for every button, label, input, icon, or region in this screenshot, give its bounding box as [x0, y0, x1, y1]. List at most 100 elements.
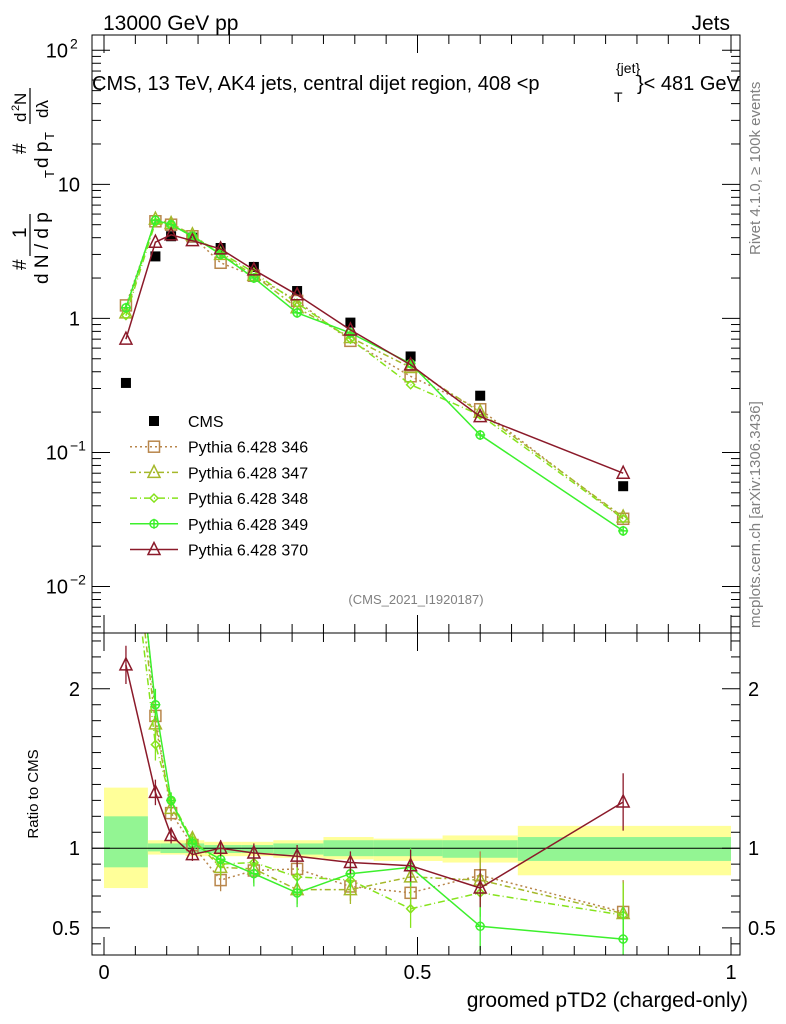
ratio-point-p349-0 — [121, 429, 131, 439]
ratio-point-p346-0 — [120, 396, 131, 407]
top-ytick-label-1: 10 — [58, 174, 80, 196]
legend-item-p348: Pythia 6.428 348 — [130, 491, 308, 508]
point-p370-3-shape — [185, 231, 200, 247]
ratio-point-p349-2 — [166, 795, 177, 806]
legend-marker-p347-shape — [146, 463, 162, 479]
point-p370-9 — [472, 407, 488, 423]
point-p370-4-shape — [213, 240, 228, 255]
point-p348-7 — [345, 334, 356, 345]
ratio-ytick-label-right-2: 2 — [748, 679, 759, 701]
ratio-point-p348-1 — [150, 739, 161, 750]
point-cms-6 — [292, 286, 303, 297]
point-p370-8-shape — [403, 356, 418, 371]
series-line-p370 — [125, 234, 624, 474]
ratio-point-p370-4-shape — [213, 839, 228, 854]
legend-marker-p347 — [146, 463, 162, 479]
ratio-point-p370-4 — [213, 839, 228, 854]
point-cms-0-shape — [120, 377, 131, 388]
series-p349 — [120, 215, 629, 536]
ratio-point-p349-10 — [618, 934, 629, 945]
point-p346-2-shape — [164, 218, 178, 231]
legend-marker-p370-shape — [146, 540, 162, 556]
point-p349-1 — [150, 215, 161, 226]
legend-label-p348: Pythia 6.428 348 — [188, 491, 308, 508]
ratio-point-p348-0-shape — [122, 494, 130, 502]
ratio-point-p370-8 — [403, 857, 418, 872]
point-p370-8 — [403, 356, 418, 371]
point-p370-7-shape — [343, 321, 358, 336]
ylabel-d: d — [11, 113, 30, 122]
ratio-point-p370-7-shape — [343, 853, 358, 869]
analysis-watermark: (CMS_2021_I1920187) — [348, 592, 483, 607]
point-p349-0 — [120, 302, 131, 313]
series-line-p349 — [125, 219, 624, 532]
legend-item-p349: Pythia 6.428 349 — [130, 517, 308, 534]
point-p346-2 — [164, 218, 178, 231]
point-p370-6-shape — [289, 286, 305, 301]
ratio-point-p370-3-shape — [185, 845, 200, 861]
point-p370-0-shape — [118, 330, 134, 345]
x-tick-label-0: 0 — [98, 962, 109, 984]
point-p370-5-shape — [246, 261, 262, 276]
ratio-point-p370-3 — [185, 845, 200, 861]
ratio-plot-frame — [91, 632, 741, 956]
top-ytick-exp-0: 2 — [70, 35, 78, 51]
point-p346-10-shape — [616, 512, 630, 526]
point-p348-10-shape — [618, 513, 629, 524]
point-p348-7-shape — [345, 334, 356, 345]
point-p347-0-shape — [118, 304, 134, 319]
rivet-version-text: Rivet 4.1.0, ≥ 100k events — [747, 82, 764, 255]
legend-item-p347: Pythia 6.428 347 — [130, 463, 308, 482]
point-cms-2 — [166, 231, 177, 242]
legend-label-p370: Pythia 6.428 370 — [188, 543, 308, 560]
ylabel-dlambda: dλ — [33, 100, 52, 118]
ratio-point-p370-0-shape — [118, 656, 134, 671]
ratio-point-p370-10 — [615, 793, 631, 808]
ratio-series-p370 — [118, 645, 631, 908]
top-ytick-exp-3: −1 — [70, 437, 86, 453]
legend-label-p349: Pythia 6.428 349 — [188, 517, 308, 534]
point-p370-4 — [213, 240, 228, 255]
stat-band-6 — [273, 843, 324, 855]
ratio-point-p346-0-shape — [120, 396, 131, 407]
legend-marker-p346 — [147, 440, 161, 453]
ylabel-hash-1: # — [10, 259, 31, 270]
ratio-series-p348 — [122, 494, 629, 948]
legend-item-p346: Pythia 6.428 346 — [130, 440, 308, 457]
ratio-point-p370-8-shape — [403, 857, 418, 872]
legend-item-cms: CMS — [149, 414, 224, 431]
x-tick-label-1: 0.5 — [404, 962, 432, 984]
point-p370-5 — [246, 261, 262, 276]
top-ytick-exp-4: −2 — [70, 572, 86, 588]
plot-title-sup: {jet} — [616, 60, 640, 76]
point-cms-2-shape — [166, 231, 177, 242]
ylabel-two: 2 — [10, 105, 22, 111]
point-cms-10-shape — [618, 481, 629, 492]
legend-marker-p370 — [146, 540, 162, 556]
legend-marker-p348 — [148, 493, 160, 504]
point-p370-0 — [118, 330, 134, 345]
ylabel-n: N — [11, 93, 30, 105]
ratio-point-p370-9 — [472, 879, 488, 894]
point-p348-10 — [618, 513, 629, 524]
category-label: Jets — [691, 12, 730, 35]
top-ytick-label-2: 1 — [69, 308, 80, 330]
stat-band-5 — [241, 845, 274, 853]
point-cms-10 — [618, 481, 629, 492]
plot-title: CMS, 13 TeV, AK4 jets, central dijet reg… — [92, 73, 540, 95]
point-p370-9-shape — [472, 407, 488, 423]
x-axis: 0 0.5 1 — [98, 35, 737, 984]
ratio-point-p370-6-shape — [289, 847, 305, 862]
legend-marker-cms-shape — [149, 416, 159, 426]
point-cms-6-shape — [292, 286, 303, 297]
ratio-point-p370-2 — [163, 826, 179, 842]
ratio-point-p370-6 — [289, 847, 305, 862]
ratio-ytick-label-left-1: 1 — [69, 838, 80, 860]
point-p348-0-shape — [120, 310, 132, 321]
stat-band-0 — [104, 816, 148, 868]
top-ytick-label-3: 10 — [46, 442, 68, 464]
point-p346-3 — [186, 229, 199, 243]
ratio-point-p347-7-shape — [343, 880, 358, 896]
mcplots-reference-text: mcplots.cern.ch [arXiv:1306.3436] — [747, 401, 764, 628]
ratio-point-p348-8 — [405, 903, 416, 914]
